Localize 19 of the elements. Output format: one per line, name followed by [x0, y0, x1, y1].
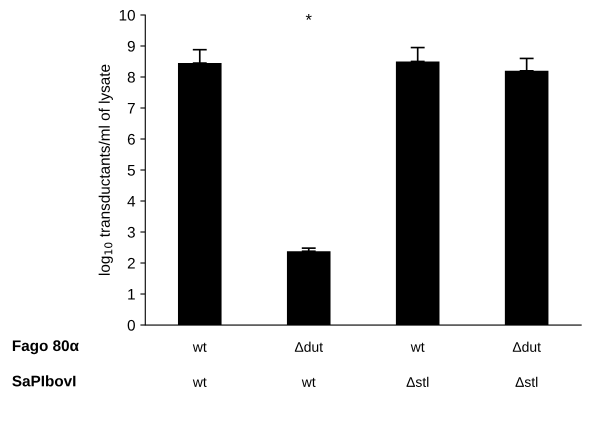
y-tick-label: 3 — [128, 226, 135, 238]
y-tick-label: 6 — [128, 134, 135, 145]
y-tick-label: 5 — [128, 165, 135, 176]
y-tick-label: 9 — [128, 40, 135, 52]
text: SaPIbovI — [12, 375, 76, 386]
y-tick-label: 10 — [120, 10, 135, 21]
annotation: * — [306, 14, 312, 20]
y-tick-label: 0 — [128, 320, 135, 331]
category-label: wt wt — [192, 342, 207, 387]
y-tick-label: 8 — [128, 72, 135, 83]
category-label: Δdut Δstl — [512, 342, 541, 387]
y-axis-title: log$_{10}$ transductants/ml of lysate — [98, 64, 113, 276]
y-tick-label: 4 — [127, 196, 136, 207]
category-label: Δdut wt — [294, 342, 323, 387]
y-tick-label: 1 — [128, 289, 135, 300]
text: Fago 80α — [12, 340, 79, 354]
y-tick-label: 2 — [128, 258, 135, 269]
category-label: wt Δstl — [406, 342, 428, 387]
y-tick-label: 7 — [128, 103, 135, 114]
